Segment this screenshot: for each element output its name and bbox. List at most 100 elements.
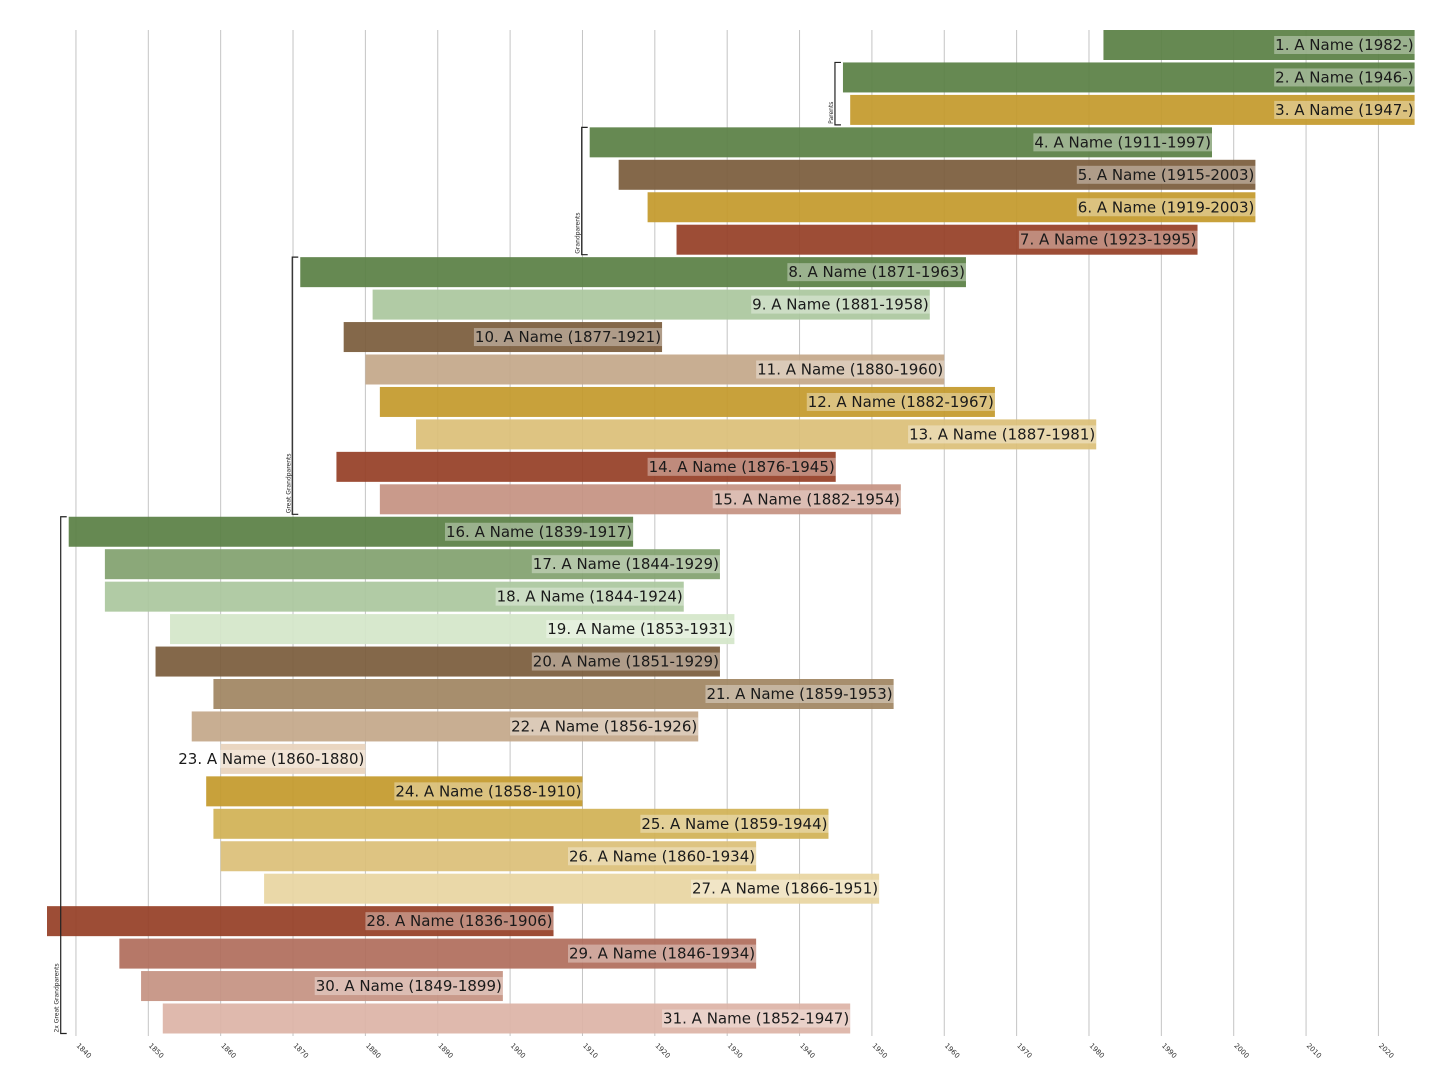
bar-person-10 bbox=[343, 322, 663, 353]
bar-label-person-17: 17. A Name (1844-1929) bbox=[533, 555, 719, 573]
bar-label-background bbox=[640, 814, 829, 833]
x-tick-label: 1890 bbox=[436, 1042, 454, 1060]
bracket-parents bbox=[834, 61, 841, 126]
x-tick-label: 1860 bbox=[219, 1042, 237, 1060]
x-tick-label: 1900 bbox=[509, 1042, 527, 1060]
bar-label-background bbox=[662, 1009, 851, 1028]
bar-label-person-16: 16. A Name (1839-1917) bbox=[446, 523, 632, 541]
bar-label-background bbox=[1274, 100, 1415, 119]
x-tick-label: 1850 bbox=[147, 1042, 165, 1060]
bar-person-15 bbox=[379, 484, 901, 515]
bar-person-3 bbox=[850, 94, 1415, 125]
bracket-label: Great Grandparents bbox=[285, 453, 292, 513]
bar-label-person-4: 4. A Name (1911-1997) bbox=[1034, 133, 1211, 151]
bar-person-20 bbox=[155, 646, 720, 677]
bar-label-person-18: 18. A Name (1844-1924) bbox=[497, 588, 683, 606]
bar-person-17 bbox=[104, 549, 720, 580]
bar-person-1 bbox=[1103, 30, 1415, 60]
bar-label-person-9: 9. A Name (1881-1958) bbox=[752, 296, 929, 314]
bar-label-person-3: 3. A Name (1947-) bbox=[1275, 101, 1413, 119]
bar-person-31 bbox=[162, 1003, 851, 1034]
bar-label-background bbox=[444, 522, 634, 541]
bar-person-4 bbox=[589, 127, 1212, 158]
bar-label-person-11: 11. A Name (1880-1960) bbox=[757, 361, 943, 379]
x-tick-label: 1970 bbox=[1015, 1042, 1033, 1060]
bars-layer bbox=[47, 30, 1415, 1034]
bar-label-person-6: 6. A Name (1919-2003) bbox=[1078, 198, 1255, 216]
x-axis-ticks: 1840 1850 1860 1870 1880 1890 1900 1910 1920 1930… bbox=[75, 1042, 1396, 1060]
bar-label-person-13: 13. A Name (1887-1981) bbox=[909, 425, 1095, 443]
bar-label-person-24: 24. A Name (1858-1910) bbox=[395, 782, 581, 800]
x-tick-label: 1840 bbox=[75, 1042, 93, 1060]
generation-brackets: Parents Grandparents Great Grandparents 2x … bbox=[54, 61, 841, 1035]
bar-label-background bbox=[531, 652, 720, 671]
x-tick-label: 1950 bbox=[870, 1042, 888, 1060]
x-tick-label: 1870 bbox=[292, 1042, 310, 1060]
bar-label-background bbox=[756, 360, 945, 379]
bar-label-person-12: 12. A Name (1882-1967) bbox=[808, 393, 994, 411]
bar-label-person-14: 14. A Name (1876-1945) bbox=[649, 458, 835, 476]
bar-label-background bbox=[690, 879, 880, 898]
x-tick-label: 2020 bbox=[1377, 1042, 1395, 1060]
bar-label-person-25: 25. A Name (1859-1944) bbox=[641, 815, 827, 833]
bar-label-person-2: 2. A Name (1946-) bbox=[1275, 68, 1413, 86]
bar-label-background bbox=[1274, 68, 1415, 87]
bar-label-background bbox=[751, 295, 930, 314]
bar-label-background bbox=[510, 717, 699, 736]
bar-label-person-30: 30. A Name (1849-1899) bbox=[316, 977, 502, 995]
x-tick-label: 1920 bbox=[653, 1042, 671, 1060]
bar-label-background bbox=[567, 944, 757, 963]
x-tick-label: 1930 bbox=[726, 1042, 744, 1060]
bar-label-person-28: 28. A Name (1836-1906) bbox=[366, 912, 552, 930]
bar-person-9 bbox=[372, 289, 930, 320]
bar-label-person-21: 21. A Name (1859-1953) bbox=[706, 685, 892, 703]
bar-label-background bbox=[473, 328, 663, 347]
bar-label-person-31: 31. A Name (1852-1947) bbox=[663, 1010, 849, 1028]
bar-label-person-8: 8. A Name (1871-1963) bbox=[788, 263, 965, 281]
bar-person-6 bbox=[647, 192, 1256, 223]
bar-label-background bbox=[908, 425, 1097, 444]
bar-label-background bbox=[647, 457, 836, 476]
bar-person-27 bbox=[264, 873, 880, 904]
bar-label-background bbox=[531, 555, 720, 574]
bar-label-background bbox=[806, 392, 995, 411]
bracket-label: Grandparents bbox=[575, 212, 582, 253]
bracket-2x-great-grandparents bbox=[60, 516, 67, 1035]
bar-person-22 bbox=[191, 711, 699, 742]
bar-person-5 bbox=[618, 159, 1256, 190]
bar-label-person-5: 5. A Name (1915-2003) bbox=[1078, 166, 1255, 184]
bar-label-background bbox=[1076, 165, 1256, 184]
bar-label-person-10: 10. A Name (1877-1921) bbox=[475, 328, 661, 346]
bar-label-person-1: 1. A Name (1982-) bbox=[1275, 36, 1413, 54]
bar-label-person-19: 19. A Name (1853-1931) bbox=[547, 620, 733, 638]
bracket-label: Parents bbox=[828, 102, 835, 124]
bar-person-2 bbox=[842, 62, 1415, 93]
bar-label-background bbox=[787, 263, 966, 282]
bar-person-7 bbox=[676, 224, 1198, 255]
bar-person-14 bbox=[336, 451, 836, 482]
bar-label-background bbox=[314, 977, 503, 996]
bar-label-background bbox=[495, 587, 684, 606]
bar-person-11 bbox=[365, 354, 945, 385]
bracket-grandparents bbox=[581, 126, 588, 256]
bar-person-24 bbox=[206, 776, 583, 807]
x-tick-label: 1910 bbox=[581, 1042, 599, 1060]
bar-label-background bbox=[394, 782, 583, 801]
bar-label-person-29: 29. A Name (1846-1934) bbox=[569, 945, 755, 963]
bar-label-background bbox=[1076, 198, 1256, 217]
bar-label-person-27: 27. A Name (1866-1951) bbox=[692, 880, 878, 898]
bar-person-26 bbox=[220, 841, 757, 872]
bar-label-background bbox=[712, 490, 901, 509]
x-tick-label: 1880 bbox=[364, 1042, 382, 1060]
bar-label-person-15: 15. A Name (1882-1954) bbox=[714, 490, 900, 508]
bar-label-background bbox=[1274, 36, 1415, 54]
bar-label-person-26: 26. A Name (1860-1934) bbox=[569, 847, 755, 865]
bar-person-13 bbox=[416, 419, 1097, 450]
bar-person-8 bbox=[300, 257, 966, 288]
bar-person-28 bbox=[47, 906, 554, 937]
bar-label-background bbox=[177, 749, 366, 768]
bar-label-person-22: 22. A Name (1856-1926) bbox=[511, 717, 697, 735]
bracket-label: 2x Great Grandparents bbox=[54, 963, 61, 1032]
bar-person-21 bbox=[213, 679, 894, 709]
